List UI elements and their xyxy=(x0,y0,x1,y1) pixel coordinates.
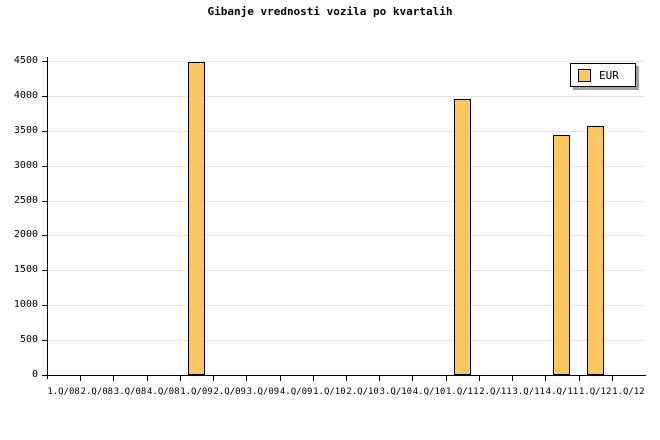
x-axis-tick xyxy=(180,376,181,381)
y-axis-label: 3500 xyxy=(13,124,38,136)
y-axis-label: 2000 xyxy=(13,229,38,241)
y-axis-label: 500 xyxy=(19,334,38,346)
plot-background xyxy=(47,61,645,375)
x-axis-tick xyxy=(512,376,513,381)
legend-label-eur: EUR xyxy=(599,68,619,82)
chart-title: Gibanje vrednosti vozila po kvartalih xyxy=(207,5,453,18)
y-axis-label: 0 xyxy=(31,369,38,380)
x-axis-label: 3.Q/09 xyxy=(246,387,280,397)
gridline xyxy=(47,200,645,202)
x-axis-tick xyxy=(346,376,347,381)
y-axis-tick xyxy=(42,61,47,62)
y-axis-line xyxy=(47,57,48,379)
gridline xyxy=(47,165,645,167)
y-axis-label: 4000 xyxy=(13,89,38,101)
y-axis-tick xyxy=(42,305,47,307)
x-axis-tick xyxy=(313,376,314,381)
y-axis-tick xyxy=(42,200,47,202)
x-axis-label: 4.Q/11 xyxy=(545,387,579,397)
x-axis-label: 3.Q/11 xyxy=(512,387,545,397)
x-axis-tick xyxy=(412,376,413,381)
y-axis-tick xyxy=(42,375,47,376)
x-axis-tick xyxy=(545,376,546,381)
y-axis-label: 1500 xyxy=(13,264,38,276)
x-axis-label: 1.Q/12 xyxy=(578,387,612,397)
x-axis-tick xyxy=(213,376,214,381)
gridline xyxy=(47,235,645,237)
x-axis-tick xyxy=(113,376,114,381)
gridline xyxy=(47,305,645,307)
x-axis-label: 4.Q/08 xyxy=(147,387,180,397)
bar[interactable] xyxy=(586,125,604,375)
x-axis-label: 1.Q/10 xyxy=(313,387,346,397)
bar[interactable] xyxy=(553,134,571,375)
y-axis-tick xyxy=(42,270,47,272)
x-axis-tick xyxy=(246,376,247,381)
x-axis-tick xyxy=(612,376,613,381)
x-axis-tick xyxy=(147,376,148,381)
x-axis-label: 1.Q/12 xyxy=(612,387,645,397)
y-axis-tick xyxy=(42,165,47,167)
plot-area xyxy=(47,61,645,375)
x-axis-tick xyxy=(579,376,580,381)
x-axis-label: 3.Q/08 xyxy=(113,387,147,397)
x-axis-label: 4.Q/09 xyxy=(279,387,313,397)
x-axis-tick xyxy=(446,376,447,381)
gridline xyxy=(47,130,645,132)
y-axis-tick xyxy=(42,95,47,97)
bar[interactable] xyxy=(188,62,205,375)
x-axis-label: 1.Q/11 xyxy=(446,387,479,397)
x-axis-label: 2.Q/10 xyxy=(346,387,379,397)
gridline xyxy=(47,270,645,272)
x-axis-tick xyxy=(280,376,281,381)
y-axis-tick xyxy=(42,340,47,342)
x-axis-line xyxy=(47,375,646,376)
x-axis-label: 2.Q/09 xyxy=(213,387,246,397)
legend-swatch-eur xyxy=(578,68,591,82)
y-axis-label: 1000 xyxy=(13,299,38,311)
y-axis-label: 2500 xyxy=(13,194,38,206)
gridline xyxy=(47,61,645,62)
x-axis-label: 1.Q/08 xyxy=(47,387,80,397)
x-axis-label: 2.Q/11 xyxy=(479,387,512,397)
x-axis-label: 4.Q/10 xyxy=(412,387,446,397)
x-axis-tick xyxy=(479,376,480,381)
x-axis-tick xyxy=(80,376,81,381)
legend[interactable]: EUR xyxy=(570,63,636,87)
gridline xyxy=(47,340,645,342)
x-axis-tick xyxy=(379,376,380,381)
y-axis-tick xyxy=(42,235,47,237)
y-axis-tick xyxy=(42,130,47,132)
x-axis-label: 1.Q/09 xyxy=(180,387,213,397)
x-axis-label: 2.Q/08 xyxy=(80,387,114,397)
x-axis-label: 3.Q/10 xyxy=(379,387,413,397)
y-axis-label: 3000 xyxy=(13,159,38,171)
y-axis-label: 4500 xyxy=(13,55,38,66)
gridline xyxy=(47,95,645,97)
bar[interactable] xyxy=(453,99,471,375)
